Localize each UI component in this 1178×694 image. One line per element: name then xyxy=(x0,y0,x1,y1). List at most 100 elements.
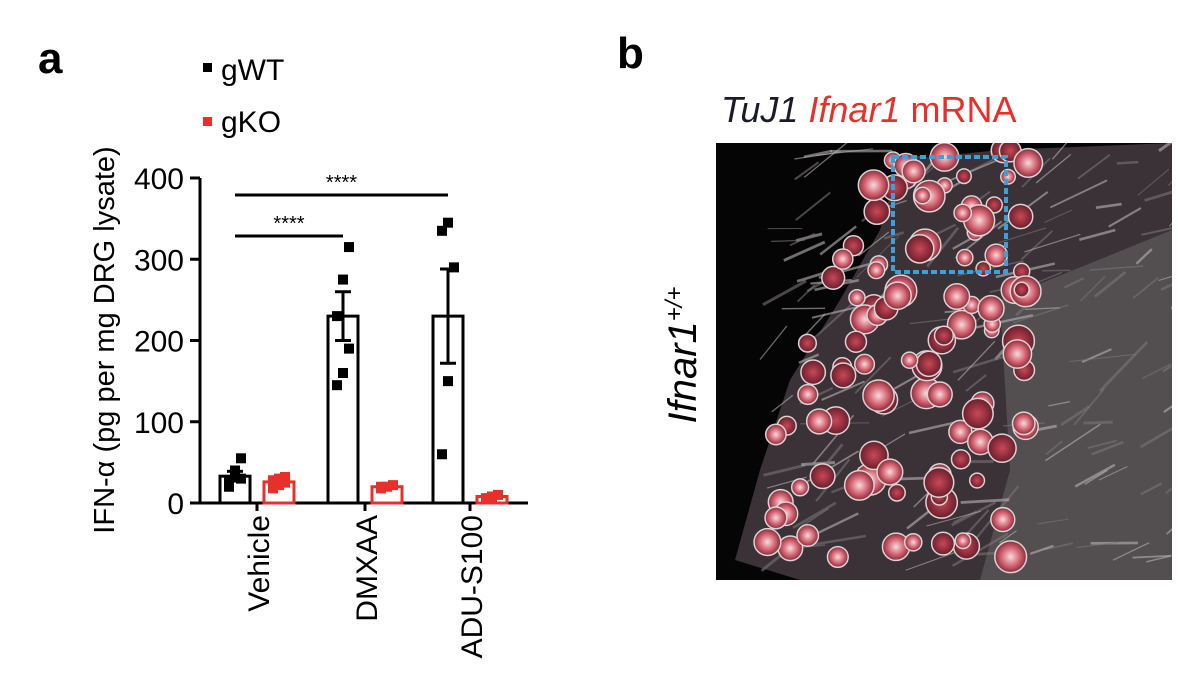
nerve-fiber xyxy=(821,380,866,401)
neuron-cell xyxy=(831,248,854,270)
neuron-cell xyxy=(1007,203,1034,230)
neuron-cell xyxy=(854,353,876,375)
nerve-fiber xyxy=(957,340,996,381)
micrograph-tissue xyxy=(735,143,1172,580)
nerve-fiber xyxy=(1048,401,1071,407)
nerve-fiber xyxy=(795,191,831,221)
title-space-2 xyxy=(900,89,910,130)
neuron-cell xyxy=(797,383,819,406)
nerve-fiber xyxy=(1093,270,1127,298)
data-point-gwt xyxy=(338,274,348,285)
neuron-cell xyxy=(946,309,977,340)
nerve-fiber xyxy=(953,510,977,523)
nerve-fiber xyxy=(1063,277,1085,289)
nerve-fiber xyxy=(1116,160,1139,165)
neuron-cell xyxy=(901,159,926,184)
data-point-gwt xyxy=(437,225,447,236)
neuron-cell xyxy=(933,325,955,346)
nerve-fiber xyxy=(1029,544,1054,555)
data-point-gko xyxy=(268,475,278,486)
neuron-cell xyxy=(1000,168,1017,185)
nerve-fiber xyxy=(1135,248,1153,265)
y-tick-label: 100 xyxy=(134,407,184,440)
neuron-cell xyxy=(843,469,875,501)
data-point-gko xyxy=(382,481,392,492)
nerve-fiber xyxy=(1139,427,1172,449)
y-tick-label: 200 xyxy=(134,326,184,359)
neuron-cell xyxy=(987,433,1017,463)
neuron-cell xyxy=(913,186,932,205)
nerve-fiber xyxy=(1087,439,1118,449)
nerve-fiber xyxy=(1051,143,1068,160)
data-point-gwt xyxy=(344,343,354,354)
nerve-fiber xyxy=(1037,518,1069,525)
data-point-gwt xyxy=(443,217,453,228)
neuron-cell xyxy=(883,281,912,311)
neuron-cell xyxy=(1011,411,1036,436)
neuron-cell xyxy=(797,333,818,353)
data-point-gko xyxy=(487,491,497,502)
nerve-fiber xyxy=(1108,207,1142,228)
nerve-fiber xyxy=(965,374,987,392)
bar-chart: 0 100 200 300 400 Vehicle DMXAA ADU-S100 **** ***… xyxy=(134,163,528,658)
x-tick-label: DMXAA xyxy=(351,515,384,622)
neuron-cell xyxy=(990,506,1016,533)
data-point-gwt xyxy=(224,475,234,486)
legend-marker-gwt xyxy=(203,63,212,72)
panel-b-label: b xyxy=(617,29,644,78)
nerve-fiber xyxy=(1049,179,1108,209)
nerve-fiber xyxy=(1160,282,1172,291)
nerve-fiber xyxy=(926,226,960,268)
data-point-gwt xyxy=(449,262,459,273)
data-point-gwt xyxy=(332,311,342,322)
nerve-fiber xyxy=(1141,363,1172,379)
nerve-fiber xyxy=(998,227,1047,244)
panel-a-label: a xyxy=(38,34,63,83)
nerve-fiber xyxy=(854,356,892,394)
nerve-fiber xyxy=(1095,202,1122,209)
data-point-gwt xyxy=(236,453,246,464)
nerve-fiber xyxy=(960,498,1010,504)
nerve-fiber xyxy=(1076,541,1119,549)
nerve-fiber xyxy=(1144,190,1172,202)
neuron-cell xyxy=(821,265,846,290)
y-axis-label: IFN-α (pg per mg DRG lysate) xyxy=(89,146,121,533)
neuron-cell xyxy=(968,472,986,489)
legend-label-gwt: gWT xyxy=(221,54,284,87)
nerve-fiber xyxy=(1020,230,1054,261)
nerve-fiber xyxy=(794,161,820,181)
nerve-fiber xyxy=(795,232,823,242)
neuron-cell xyxy=(876,458,904,486)
nerve-fiber xyxy=(763,463,806,477)
nerve-fiber xyxy=(816,148,874,156)
data-point-gko xyxy=(274,473,284,484)
nerve-fiber xyxy=(803,143,848,178)
data-point-gwt xyxy=(338,368,348,378)
nerve-fiber xyxy=(905,549,963,571)
nerve-fiber xyxy=(999,530,1017,544)
neuron-cell xyxy=(867,261,886,280)
data-point-gko xyxy=(268,483,278,494)
nerve-fiber xyxy=(1112,542,1150,561)
nerve-fiber xyxy=(1069,353,1137,363)
neuron-cell xyxy=(994,540,1028,574)
nerve-fiber xyxy=(1166,528,1172,535)
neuron-cell xyxy=(790,478,810,497)
roi-box xyxy=(891,155,1008,274)
neuron-cell xyxy=(764,506,788,530)
nerve-fiber xyxy=(803,149,833,159)
neuron-cell xyxy=(1013,281,1030,298)
significance-label: **** xyxy=(273,213,304,235)
nerve-fiber xyxy=(1045,440,1063,455)
neuron-cell xyxy=(1002,339,1033,369)
nerve-fiber xyxy=(1132,554,1172,559)
nerve-fiber xyxy=(883,231,905,240)
neuron-cell xyxy=(903,532,923,552)
y-tick-label: 300 xyxy=(134,244,184,277)
neuron-cell xyxy=(977,294,1005,323)
nerve-fiber xyxy=(1098,466,1128,481)
nerve-fiber xyxy=(762,279,807,307)
nerve-fiber xyxy=(1141,227,1172,236)
nerve-fiber xyxy=(1162,364,1172,373)
nerve-fiber xyxy=(1044,209,1072,223)
